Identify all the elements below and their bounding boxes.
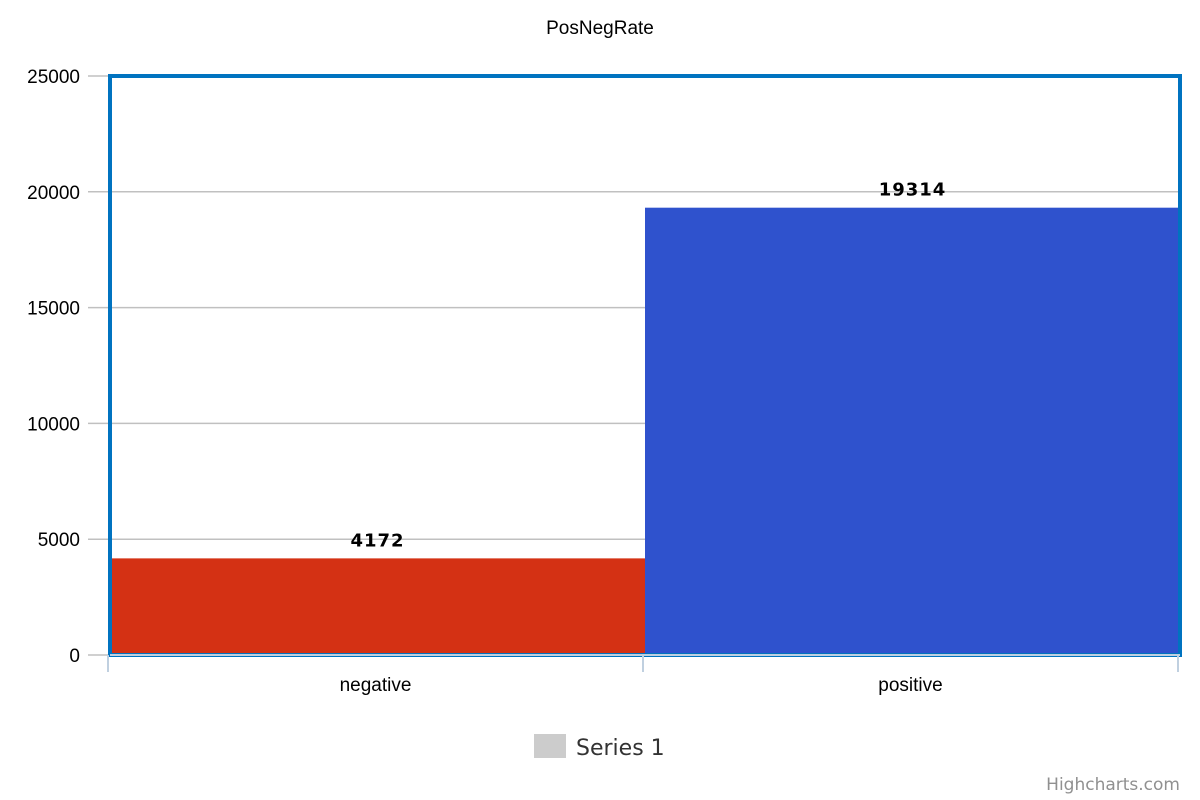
x-axis-tick-labels: negative positive (340, 675, 943, 696)
data-label-positive: 19314 (879, 180, 947, 201)
y-axis-tick-labels: 0 5000 10000 15000 20000 25000 (27, 67, 80, 667)
data-labels: 4172 19314 (350, 180, 947, 552)
legend-symbol[interactable] (534, 734, 566, 758)
y-tick-label: 5000 (38, 530, 80, 551)
x-tick-label-positive: positive (878, 675, 942, 696)
x-axis (107, 654, 1180, 672)
chart-title: PosNegRate (546, 18, 654, 39)
x-tick-label-negative: negative (340, 675, 412, 696)
credits-link[interactable]: Highcharts.com (1046, 775, 1180, 795)
y-tick-label: 10000 (27, 414, 80, 435)
legend-label-series-1[interactable]: Series 1 (576, 736, 665, 761)
y-tick-label: 0 (69, 646, 80, 667)
bar-negative[interactable] (110, 558, 645, 655)
bar-positive[interactable] (645, 207, 1180, 656)
y-tick-label: 15000 (27, 299, 80, 320)
legend[interactable]: Series 1 (534, 734, 665, 761)
y-tick-label: 25000 (27, 67, 80, 88)
y-tick-label: 20000 (27, 183, 80, 204)
bars (110, 207, 1180, 656)
data-label-negative: 4172 (350, 530, 404, 551)
